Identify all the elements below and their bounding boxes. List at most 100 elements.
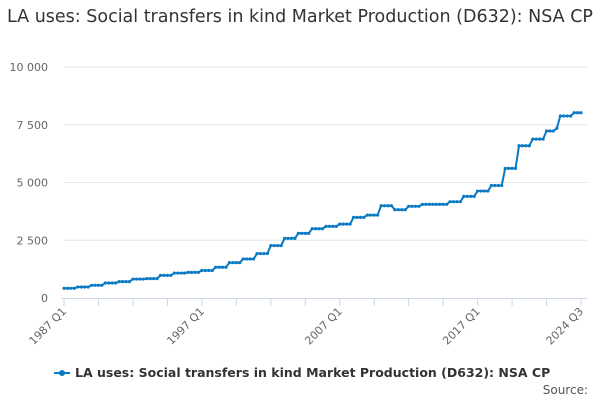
data-point <box>258 252 263 256</box>
data-point <box>489 183 493 188</box>
data-point <box>469 194 473 198</box>
x-tick-label: 1997 Q1 <box>164 305 207 348</box>
data-point <box>417 204 421 208</box>
data-point <box>476 189 480 193</box>
data-point <box>400 208 404 212</box>
source-label: Source: <box>542 383 588 397</box>
data-point <box>327 224 331 228</box>
data-point <box>334 224 338 228</box>
data-point <box>196 270 201 274</box>
data-point <box>348 222 352 226</box>
y-tick-label: 7 500 <box>17 119 49 132</box>
data-point <box>96 283 101 287</box>
x-tick-label: 2017 Q1 <box>440 305 483 348</box>
data-point <box>127 279 132 284</box>
data-point <box>272 243 276 248</box>
data-point <box>234 261 238 265</box>
data-point <box>169 273 173 277</box>
data-point <box>296 231 300 235</box>
data-point <box>265 252 269 256</box>
data-point <box>245 257 249 261</box>
data-point <box>413 204 418 208</box>
data-point <box>276 243 280 248</box>
data-point <box>562 114 566 118</box>
data-point <box>420 202 425 206</box>
data-point <box>293 236 297 241</box>
data-point <box>314 227 318 231</box>
data-point <box>310 227 314 231</box>
data-point <box>148 276 152 281</box>
data-point <box>138 277 142 281</box>
data-point <box>200 268 204 273</box>
legend-label: LA uses: Social transfers in kind Market… <box>75 365 551 380</box>
data-point <box>503 166 507 171</box>
data-point <box>538 137 542 141</box>
data-point <box>479 189 483 193</box>
data-point <box>386 204 390 208</box>
data-point <box>207 268 211 273</box>
data-point <box>458 200 462 204</box>
data-point <box>262 252 266 256</box>
data-point <box>176 271 180 275</box>
legend-marker-icon <box>54 369 70 376</box>
data-point <box>238 261 242 265</box>
data-point <box>517 144 521 148</box>
data-point <box>65 286 70 290</box>
data-point <box>531 137 535 141</box>
data-point <box>572 111 576 115</box>
data-point <box>107 281 111 285</box>
data-point <box>424 202 428 206</box>
data-point <box>396 208 400 212</box>
x-tick-label: 2007 Q1 <box>302 305 345 348</box>
y-tick-label: 10 000 <box>10 61 49 74</box>
data-point <box>172 271 176 275</box>
data-point <box>214 265 218 269</box>
data-point <box>493 183 497 188</box>
data-point <box>520 144 525 148</box>
data-point <box>451 200 456 204</box>
data-point <box>231 261 235 265</box>
data-point <box>72 286 76 290</box>
data-point <box>341 222 345 226</box>
data-point <box>513 166 518 171</box>
data-point <box>203 268 207 273</box>
data-point <box>317 227 321 231</box>
data-point <box>86 285 90 289</box>
data-point <box>83 285 87 289</box>
legend-item[interactable]: LA uses: Social transfers in kind Market… <box>54 365 550 380</box>
data-point <box>217 265 221 269</box>
data-point <box>482 189 487 193</box>
data-point <box>103 281 107 285</box>
data-point <box>369 213 373 217</box>
data-point <box>145 276 149 281</box>
data-point <box>441 202 445 206</box>
data-point <box>389 204 394 208</box>
data-point <box>320 227 325 231</box>
x-tick-label: 2024 Q3 <box>544 305 587 348</box>
data-point <box>569 114 573 118</box>
data-point <box>427 202 431 206</box>
data-point <box>438 202 442 206</box>
data-point <box>124 279 128 284</box>
data-point <box>269 243 273 248</box>
data-point <box>114 281 118 285</box>
data-point <box>496 183 500 188</box>
data-point <box>338 222 342 226</box>
data-point <box>248 257 252 261</box>
data-point <box>141 277 145 281</box>
data-point <box>362 215 366 219</box>
data-point <box>193 270 197 274</box>
data-point <box>289 236 294 241</box>
data-point <box>282 236 287 241</box>
data-point <box>410 204 414 208</box>
data-point <box>579 111 583 115</box>
data-point <box>365 213 369 217</box>
data-point <box>379 204 383 208</box>
data-point <box>93 283 97 287</box>
data-point <box>382 204 387 208</box>
data-point <box>62 286 66 290</box>
series-line <box>64 111 581 290</box>
data-point <box>286 236 290 241</box>
data-point <box>220 265 225 269</box>
